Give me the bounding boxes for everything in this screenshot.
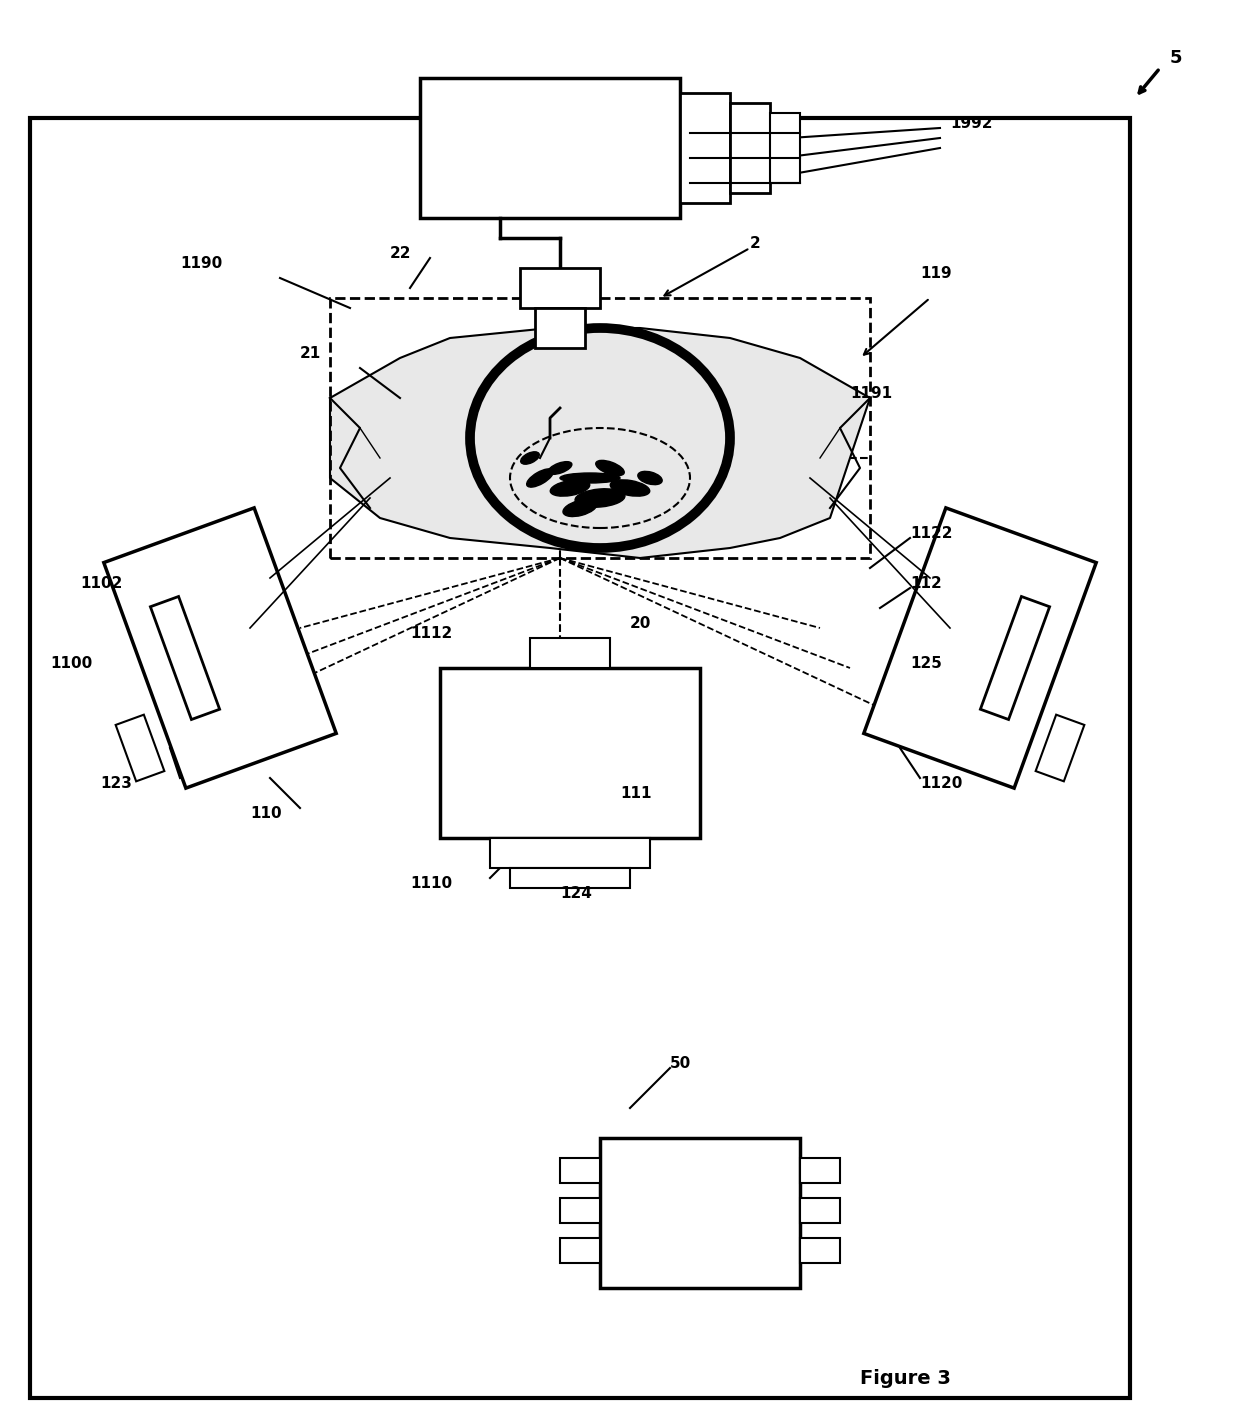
Polygon shape [104,508,336,788]
Text: 124: 124 [560,885,591,901]
Text: 1110: 1110 [410,875,453,891]
Bar [440,668,701,838]
Text: 1122: 1122 [910,526,952,541]
Ellipse shape [548,461,572,474]
Bar [330,298,870,558]
Bar [510,868,630,888]
Polygon shape [115,714,165,781]
Polygon shape [330,328,870,558]
Bar [800,1158,839,1182]
Polygon shape [150,597,219,720]
Bar [600,1138,800,1288]
Text: 21: 21 [300,346,321,361]
Bar [560,1198,600,1222]
Text: 1190: 1190 [180,256,222,271]
Bar [680,93,730,203]
Text: 50: 50 [670,1055,691,1071]
Text: 110: 110 [250,805,281,821]
Text: 112: 112 [910,575,941,591]
Bar [800,1238,839,1262]
Text: 1191: 1191 [849,386,892,401]
Text: 111: 111 [620,785,651,801]
Text: 1100: 1100 [50,655,92,671]
Bar [800,1198,839,1222]
Bar [730,103,770,193]
Bar [520,268,600,308]
Text: 125: 125 [910,655,942,671]
Bar [490,838,650,868]
Bar [30,119,1130,1398]
Polygon shape [1035,714,1084,781]
Polygon shape [864,508,1096,788]
Text: Figure 3: Figure 3 [861,1369,951,1388]
Text: 1102: 1102 [81,575,123,591]
Bar [420,79,680,218]
Text: 2: 2 [750,236,761,251]
Text: 20: 20 [630,615,651,631]
Text: 5: 5 [1171,49,1183,67]
Bar [770,113,800,183]
Text: 22: 22 [391,246,412,261]
Bar [529,638,610,668]
Ellipse shape [560,473,620,483]
Ellipse shape [637,471,662,484]
Text: 119: 119 [920,266,951,281]
Ellipse shape [527,468,553,487]
Polygon shape [981,597,1049,720]
Text: 1112: 1112 [410,625,453,641]
Text: 123: 123 [100,775,131,791]
Ellipse shape [610,480,650,496]
Ellipse shape [551,480,590,496]
Text: 1992: 1992 [950,116,992,131]
Ellipse shape [563,500,596,517]
Ellipse shape [521,451,539,464]
Bar [560,1158,600,1182]
Text: 1120: 1120 [920,775,962,791]
Bar [560,1238,600,1262]
Ellipse shape [575,488,625,507]
Ellipse shape [595,460,624,476]
Bar [534,308,585,348]
